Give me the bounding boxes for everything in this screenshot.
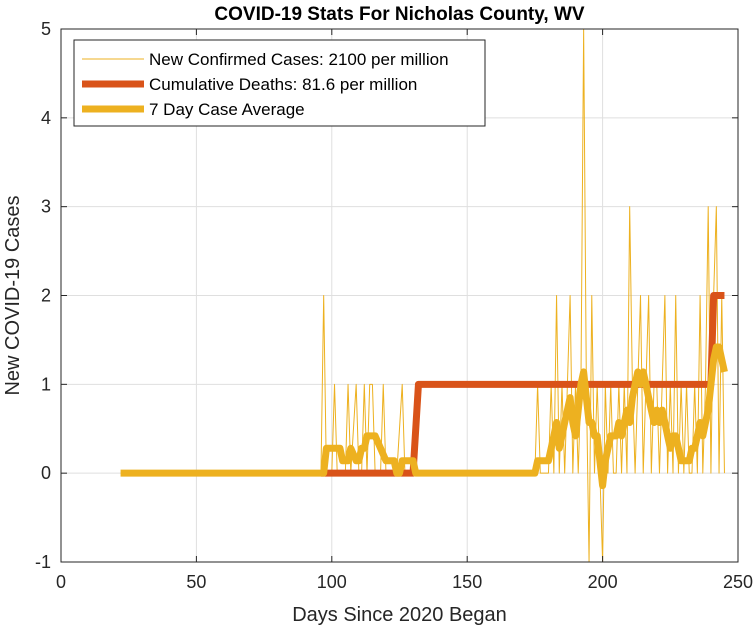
series-layer <box>120 29 728 562</box>
x-tick-label: 250 <box>723 572 753 592</box>
y-tick-label: 1 <box>41 374 51 394</box>
x-tick-label: 0 <box>56 572 66 592</box>
y-tick-label: 2 <box>41 286 51 306</box>
y-tick-label: 0 <box>41 463 51 483</box>
y-axis-title: New COVID-19 Cases <box>2 195 24 395</box>
chart-title: COVID-19 Stats For Nicholas County, WV <box>214 4 585 25</box>
y-tick-label: -1 <box>35 552 51 572</box>
y-tick-label: 4 <box>41 108 51 128</box>
y-tick-label: 5 <box>41 19 51 39</box>
x-axis-title: Days Since 2020 Began <box>292 604 507 626</box>
legend: New Confirmed Cases: 2100 per million Cu… <box>73 39 486 127</box>
series-7-day-average <box>120 343 728 490</box>
x-tick-label: 200 <box>588 572 618 592</box>
x-tick-label: 100 <box>317 572 347 592</box>
x-tick-label: 50 <box>186 572 206 592</box>
x-tick-label: 150 <box>452 572 482 592</box>
legend-label-7-day-average: 7 Day Case Average <box>149 100 305 119</box>
y-tick-label: 3 <box>41 197 51 217</box>
legend-label-cumulative-deaths: Cumulative Deaths: 81.6 per million <box>149 75 417 94</box>
legend-label-new-cases: New Confirmed Cases: 2100 per million <box>149 50 449 69</box>
